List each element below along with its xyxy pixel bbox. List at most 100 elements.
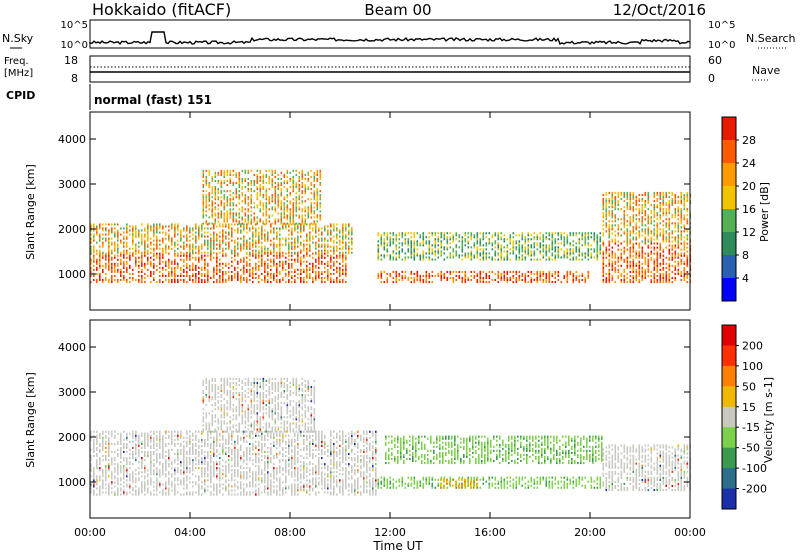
power-cell	[126, 235, 128, 238]
power-cell	[186, 229, 188, 232]
power-cell	[195, 247, 197, 250]
power-cell	[174, 229, 176, 232]
power-cell	[195, 266, 197, 269]
power-cell	[316, 200, 319, 203]
power-cell	[635, 270, 638, 273]
power-cell	[467, 240, 470, 243]
power-cell	[214, 179, 217, 182]
power-cell	[262, 194, 265, 197]
power-cell	[434, 250, 437, 253]
power-cell	[321, 281, 323, 284]
power-cell	[229, 182, 232, 185]
power-cell	[578, 240, 581, 243]
power-cell	[677, 244, 680, 247]
power-cell	[223, 182, 226, 185]
colorbar-tick-label: 24	[742, 157, 756, 170]
power-cell	[214, 171, 217, 174]
power-cell	[96, 260, 98, 263]
power-cell	[274, 222, 277, 225]
power-cell	[261, 251, 263, 254]
velocity-cell	[117, 473, 119, 476]
power-cell	[473, 236, 476, 239]
power-cell	[283, 179, 286, 182]
velocity-cell	[162, 483, 164, 486]
power-cell	[198, 235, 200, 238]
power-cell	[392, 258, 395, 261]
power-cell	[256, 204, 259, 207]
power-cell	[159, 266, 161, 269]
velocity-cell	[174, 477, 176, 480]
power-cell	[377, 272, 380, 275]
velocity-cell	[162, 450, 164, 453]
power-cell	[452, 250, 455, 253]
velocity-cell	[189, 471, 191, 474]
velocity-cell	[132, 432, 134, 435]
power-cell	[608, 234, 611, 237]
power-cell	[336, 266, 338, 269]
power-cell	[345, 247, 347, 250]
power-cell	[153, 225, 155, 228]
power-cell	[333, 272, 335, 275]
power-cell	[602, 281, 605, 284]
power-cell	[213, 239, 215, 242]
power-cell	[276, 227, 278, 230]
power-cell	[345, 254, 347, 257]
power-cell	[348, 241, 350, 244]
power-cell	[680, 202, 683, 205]
velocity-cell	[165, 455, 167, 458]
velocity-cell	[195, 442, 197, 445]
power-cell	[231, 229, 233, 232]
power-cell	[150, 229, 152, 232]
velocity-cell	[153, 489, 155, 492]
velocity-cell	[90, 475, 92, 478]
power-cell	[626, 206, 629, 209]
power-cell	[431, 232, 434, 235]
velocity-cell	[138, 477, 140, 480]
power-cell	[656, 197, 659, 200]
power-cell	[229, 214, 232, 217]
power-cell	[217, 196, 220, 199]
power-cell	[294, 258, 296, 261]
power-cell	[105, 254, 107, 257]
power-cell	[632, 276, 635, 279]
velocity-cell	[123, 459, 125, 462]
velocity-cell	[198, 489, 200, 492]
power-cell	[500, 248, 503, 251]
power-cell	[220, 216, 223, 219]
velocity-cell	[114, 469, 116, 472]
velocity-cell	[114, 457, 116, 460]
power-cell	[247, 184, 250, 187]
power-cell	[265, 208, 268, 211]
power-cell	[551, 272, 554, 275]
power-cell	[629, 193, 632, 196]
power-cell	[623, 258, 626, 261]
velocity-cell	[132, 430, 134, 433]
power-cell	[288, 233, 290, 236]
power-cell	[659, 248, 662, 251]
power-cell	[605, 197, 608, 200]
power-cell	[584, 256, 587, 259]
power-cell	[342, 235, 344, 238]
velocity-cell	[156, 473, 158, 476]
velocity-cell	[108, 463, 110, 466]
power-cell	[327, 276, 329, 279]
power-cell	[279, 243, 281, 246]
power-cell	[512, 242, 515, 245]
power-cell	[291, 266, 293, 269]
power-cell	[662, 278, 665, 281]
power-cell	[476, 232, 479, 235]
power-cell	[205, 210, 208, 213]
power-cell	[162, 247, 164, 250]
power-cell	[280, 188, 283, 191]
velocity-cell	[177, 467, 179, 470]
velocity-cell	[126, 469, 128, 472]
velocity-cell	[171, 475, 173, 478]
power-cell	[211, 214, 214, 217]
power-cell	[93, 245, 95, 248]
velocity-cell	[159, 463, 161, 466]
power-cell	[569, 258, 572, 261]
power-cell	[192, 237, 194, 240]
power-cell	[377, 250, 380, 253]
velocity-cell	[198, 493, 200, 496]
power-cell	[623, 252, 626, 255]
